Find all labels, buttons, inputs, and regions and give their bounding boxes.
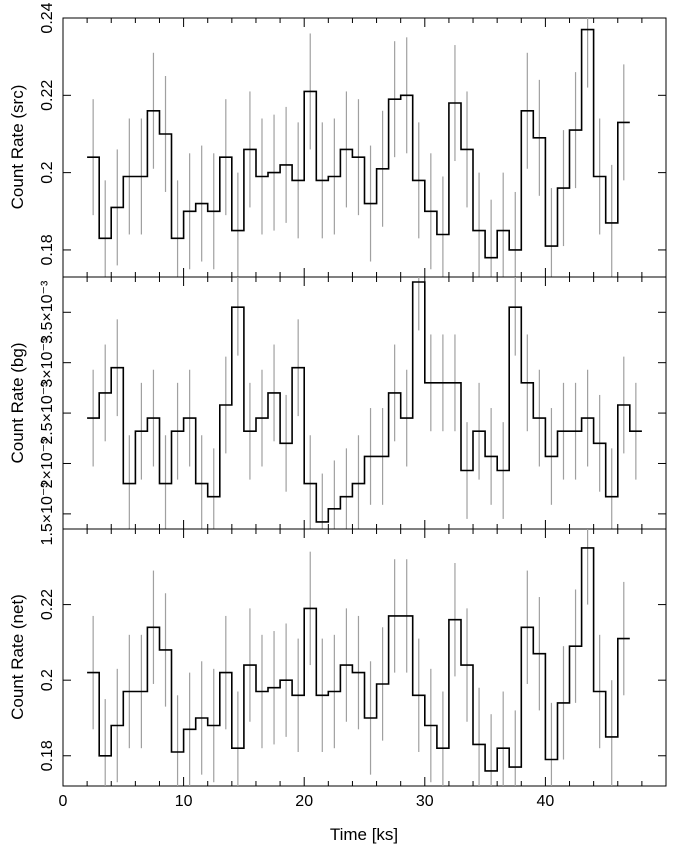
panel-bg-ytick-label: 2×10⁻³ — [39, 438, 56, 488]
panel-src-ytick-label: 0.24 — [39, 2, 56, 33]
panel-bg-ytick-label: 3.5×10⁻³ — [39, 280, 56, 344]
panel-net-frame — [62, 528, 667, 787]
panel-src-ylabel: Count Rate (src) — [8, 85, 27, 210]
panel-net: Count Rate (net) 0.18 0.2 0.22 — [8, 528, 667, 787]
x-axis-label: Time [ks] — [330, 825, 398, 844]
panel-bg-ytick-label: 2.5×10⁻³ — [39, 381, 56, 445]
panel-net-ylabel: Count Rate (net) — [8, 594, 27, 720]
panel-src: Count Rate (src) 0.18 0.2 0.22 0.24 — [8, 2, 667, 278]
x-tick-label: 0 — [59, 793, 68, 810]
panel-src-ytick-label: 0.18 — [39, 234, 56, 265]
panel-src-ytick-label: 0.22 — [39, 80, 56, 111]
x-tick-label: 20 — [295, 793, 313, 810]
panel-net-ytick-label: 0.18 — [39, 740, 56, 771]
panel-net-ytick-label: 0.22 — [39, 589, 56, 620]
panel-src-ytick-label: 0.2 — [39, 161, 56, 183]
panel-net-ytick-label: 0.2 — [39, 669, 56, 691]
panel-bg-step-line — [87, 281, 642, 523]
panel-bg: Count Rate (bg) 1.5×10⁻³2×10⁻³2.5×10⁻³3×… — [8, 276, 667, 546]
panel-src-step-line — [87, 28, 630, 259]
panel-bg-ylabel: Count Rate (bg) — [8, 343, 27, 464]
x-tick-label: 40 — [537, 793, 555, 810]
panel-net-step-line — [87, 547, 630, 772]
x-tick-label: 10 — [175, 793, 193, 810]
x-tick-label: 30 — [416, 793, 434, 810]
panel-bg-ytick-label: 3×10⁻³ — [39, 337, 56, 387]
panel-bg-ytick-label: 1.5×10⁻³ — [39, 482, 56, 546]
